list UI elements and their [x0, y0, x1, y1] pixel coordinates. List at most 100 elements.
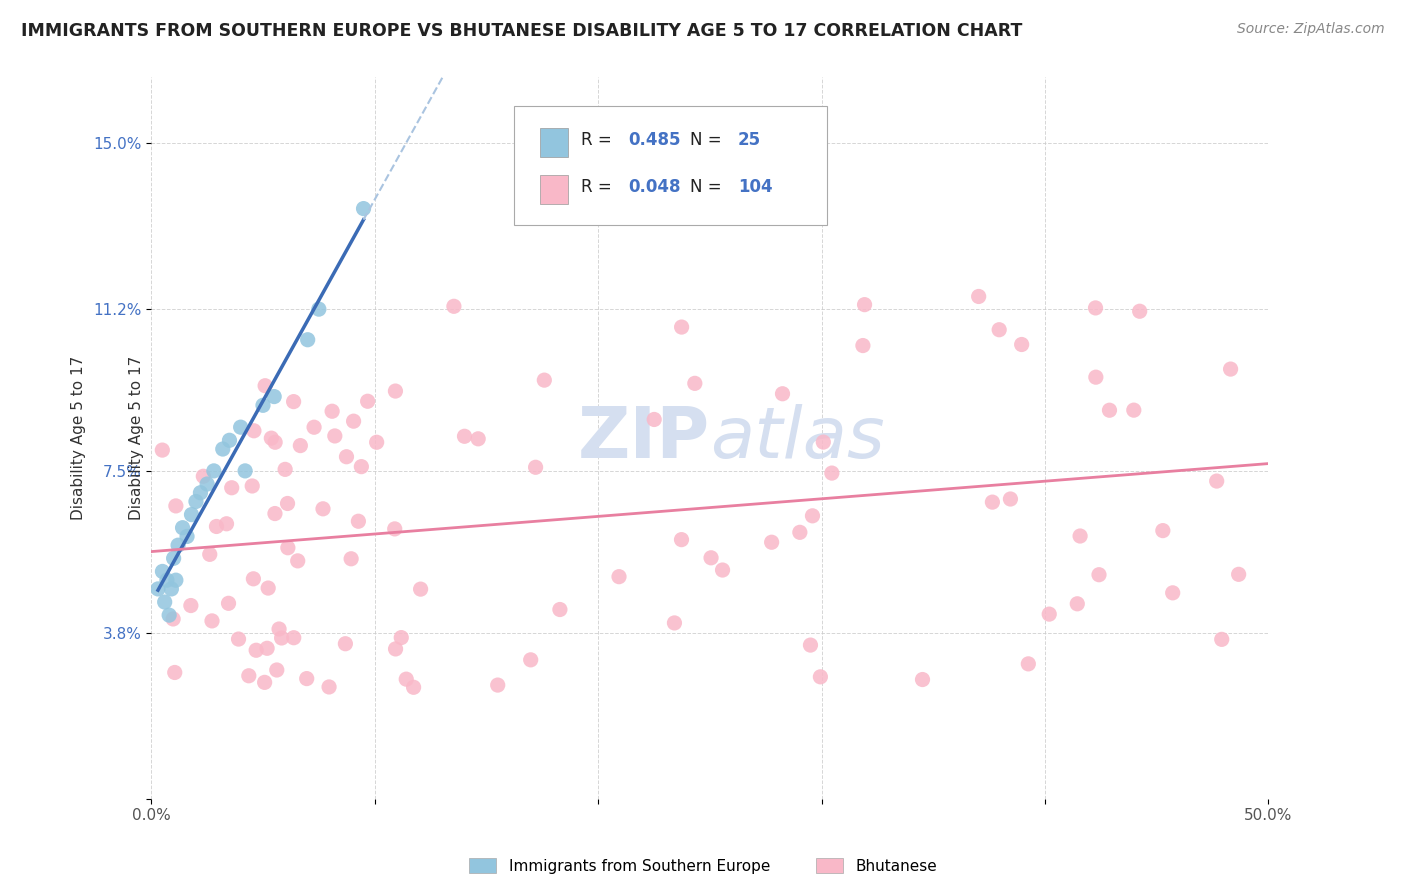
- Text: R =: R =: [581, 178, 617, 196]
- Point: [801, 508, 824, 523]
- Point: [157, 608, 180, 623]
- Point: [1011, 337, 1033, 351]
- Point: [821, 466, 844, 480]
- Text: R =: R =: [581, 131, 617, 149]
- Point: [150, 443, 173, 458]
- Point: [335, 637, 357, 651]
- Point: [335, 450, 357, 464]
- Point: [228, 632, 250, 646]
- Point: [711, 563, 734, 577]
- Point: [643, 412, 665, 426]
- Point: [409, 582, 432, 596]
- Point: [274, 462, 297, 476]
- Point: [312, 501, 335, 516]
- Point: [808, 670, 831, 684]
- Point: [353, 202, 375, 216]
- Point: [156, 573, 179, 587]
- Point: [240, 479, 263, 493]
- Point: [853, 298, 876, 312]
- Point: [1152, 524, 1174, 538]
- Point: [342, 414, 364, 428]
- Text: ZIP: ZIP: [578, 403, 710, 473]
- Point: [1219, 362, 1241, 376]
- Point: [1227, 567, 1250, 582]
- Point: [700, 550, 723, 565]
- Legend: Immigrants from Southern Europe, Bhutanese: Immigrants from Southern Europe, Bhutane…: [463, 852, 943, 880]
- Point: [1084, 370, 1107, 384]
- Text: 0.485: 0.485: [628, 131, 681, 149]
- Point: [243, 424, 266, 438]
- Point: [176, 529, 198, 543]
- Point: [384, 641, 406, 656]
- Point: [215, 516, 238, 531]
- Point: [1038, 607, 1060, 621]
- Point: [290, 439, 312, 453]
- Point: [295, 672, 318, 686]
- Point: [467, 432, 489, 446]
- Point: [233, 464, 256, 478]
- Point: [165, 573, 187, 587]
- Point: [395, 672, 418, 686]
- Point: [260, 431, 283, 445]
- Point: [283, 631, 305, 645]
- Point: [257, 581, 280, 595]
- Point: [245, 643, 267, 657]
- Point: [1069, 529, 1091, 543]
- Point: [852, 338, 875, 352]
- Point: [172, 521, 194, 535]
- Point: [366, 435, 388, 450]
- Point: [190, 485, 212, 500]
- Point: [263, 390, 285, 404]
- Point: [1211, 632, 1233, 647]
- Point: [1066, 597, 1088, 611]
- Point: [761, 535, 783, 549]
- Point: [165, 499, 187, 513]
- Point: [198, 547, 221, 561]
- Point: [254, 378, 277, 392]
- Point: [264, 435, 287, 450]
- Point: [347, 514, 370, 528]
- Point: [683, 376, 706, 391]
- Text: N =: N =: [690, 178, 727, 196]
- Point: [180, 599, 202, 613]
- Point: [252, 398, 274, 412]
- Point: [453, 429, 475, 443]
- Point: [1000, 491, 1022, 506]
- Point: [193, 469, 215, 483]
- Point: [671, 533, 693, 547]
- Point: [163, 665, 186, 680]
- Point: [607, 569, 630, 583]
- Point: [277, 541, 299, 555]
- Point: [384, 522, 406, 536]
- Point: [253, 675, 276, 690]
- Point: [664, 615, 686, 630]
- Text: Source: ZipAtlas.com: Source: ZipAtlas.com: [1237, 22, 1385, 37]
- Point: [789, 525, 811, 540]
- Point: [340, 551, 363, 566]
- Point: [211, 442, 233, 456]
- Point: [184, 494, 207, 508]
- Point: [1129, 304, 1152, 318]
- Point: [318, 680, 340, 694]
- Point: [238, 669, 260, 683]
- Point: [287, 554, 309, 568]
- Text: 0.048: 0.048: [628, 178, 681, 196]
- FancyBboxPatch shape: [540, 128, 568, 157]
- Point: [218, 434, 240, 448]
- Point: [981, 495, 1004, 509]
- Point: [967, 289, 990, 303]
- Point: [218, 596, 240, 610]
- Point: [242, 572, 264, 586]
- Point: [267, 622, 290, 636]
- Point: [201, 614, 224, 628]
- Point: [1161, 586, 1184, 600]
- Y-axis label: Disability Age 5 to 17: Disability Age 5 to 17: [72, 356, 86, 520]
- Point: [270, 631, 292, 645]
- Point: [266, 663, 288, 677]
- Point: [323, 429, 346, 443]
- Text: 25: 25: [738, 131, 761, 149]
- Point: [277, 496, 299, 510]
- Point: [443, 299, 465, 313]
- Point: [297, 333, 319, 347]
- Point: [302, 420, 325, 434]
